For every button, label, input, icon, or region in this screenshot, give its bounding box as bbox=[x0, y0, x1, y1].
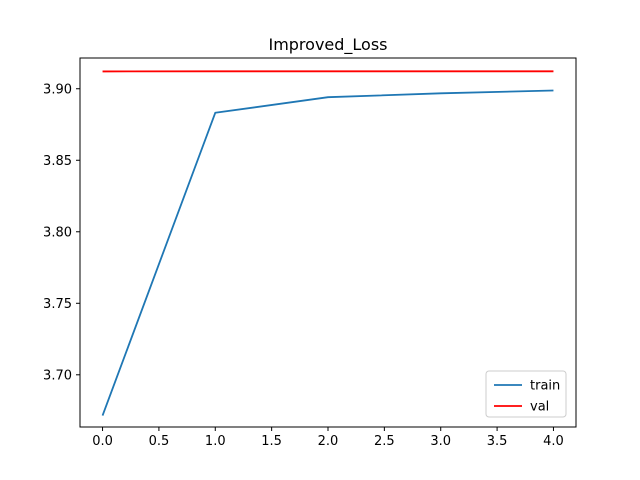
y-tick-label: 3.70 bbox=[43, 368, 72, 383]
y-tick-label: 3.75 bbox=[43, 297, 72, 312]
y-tick-label: 3.80 bbox=[43, 225, 72, 240]
y-tick-label: 3.85 bbox=[43, 154, 72, 169]
x-tick-label: 3.0 bbox=[430, 434, 451, 449]
legend-label-val: val bbox=[530, 400, 549, 415]
y-tick-label: 3.90 bbox=[43, 82, 72, 97]
x-tick-label: 3.5 bbox=[487, 434, 508, 449]
x-tick-label: 1.0 bbox=[205, 434, 226, 449]
series-line-train bbox=[101, 89, 554, 416]
plot-area: 0.0 0.5 1.0 1.5 2.0 2.5 3.0 3.5 4.0 3.70 3.75 3.80 3… bbox=[43, 57, 577, 449]
x-tick-label: 1.5 bbox=[261, 434, 282, 449]
x-tick-label: 2.0 bbox=[318, 434, 339, 449]
x-tick-label: 2.5 bbox=[374, 434, 395, 449]
legend: train val bbox=[485, 370, 567, 418]
x-tick-label: 0.5 bbox=[149, 434, 170, 449]
x-tick-label: 4.0 bbox=[543, 434, 564, 449]
x-tick-label: 0.0 bbox=[92, 434, 113, 449]
chart-title: Improved_Loss bbox=[268, 35, 387, 55]
legend-label-train: train bbox=[530, 379, 560, 394]
